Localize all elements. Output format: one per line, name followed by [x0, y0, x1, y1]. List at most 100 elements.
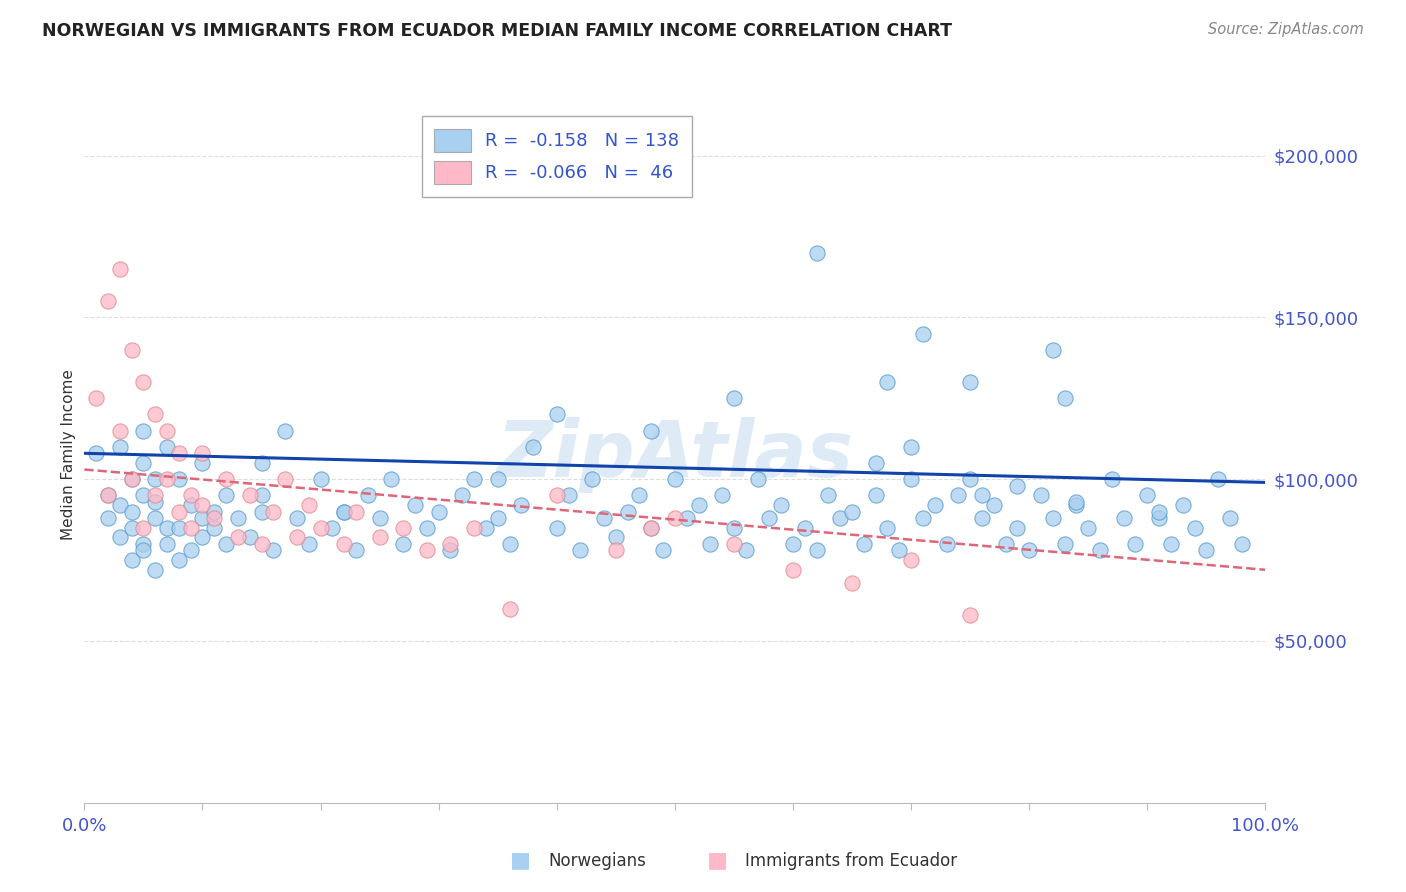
Point	[463, 521, 485, 535]
Point	[546, 488, 568, 502]
Point	[723, 521, 745, 535]
Point	[451, 488, 474, 502]
Point	[1066, 495, 1088, 509]
Point	[876, 521, 898, 535]
Point	[84, 446, 107, 460]
Point	[167, 521, 190, 535]
Point	[770, 498, 793, 512]
Point	[167, 553, 190, 567]
Point	[439, 543, 461, 558]
Point	[191, 498, 214, 512]
Point	[357, 488, 380, 502]
Point	[699, 537, 721, 551]
Point	[392, 537, 415, 551]
Point	[239, 531, 262, 545]
Point	[309, 521, 332, 535]
Point	[546, 521, 568, 535]
Point	[841, 504, 863, 518]
Point	[911, 326, 934, 341]
Point	[1042, 511, 1064, 525]
Point	[309, 472, 332, 486]
Point	[84, 392, 107, 406]
Point	[498, 601, 520, 615]
Point	[368, 511, 391, 525]
Point	[132, 456, 155, 470]
Point	[108, 424, 131, 438]
Point	[262, 543, 284, 558]
Text: Immigrants from Ecuador: Immigrants from Ecuador	[745, 852, 957, 870]
Point	[143, 408, 166, 422]
Point	[1018, 543, 1040, 558]
Point	[368, 531, 391, 545]
Point	[132, 488, 155, 502]
Text: NORWEGIAN VS IMMIGRANTS FROM ECUADOR MEDIAN FAMILY INCOME CORRELATION CHART: NORWEGIAN VS IMMIGRANTS FROM ECUADOR MED…	[42, 22, 952, 40]
Point	[180, 488, 202, 502]
Point	[1160, 537, 1182, 551]
Point	[1042, 343, 1064, 357]
Point	[215, 488, 238, 502]
Point	[1112, 511, 1135, 525]
Point	[1101, 472, 1123, 486]
Point	[97, 488, 120, 502]
Point	[1184, 521, 1206, 535]
Y-axis label: Median Family Income: Median Family Income	[60, 369, 76, 541]
Point	[628, 488, 651, 502]
Point	[1053, 392, 1076, 406]
Point	[250, 488, 273, 502]
Point	[1195, 543, 1218, 558]
Point	[1066, 498, 1088, 512]
Point	[616, 504, 638, 518]
Point	[1206, 472, 1229, 486]
Point	[156, 424, 179, 438]
Point	[298, 537, 321, 551]
Point	[569, 543, 592, 558]
Point	[143, 511, 166, 525]
Text: Norwegians: Norwegians	[548, 852, 647, 870]
Point	[865, 488, 887, 502]
Point	[121, 504, 143, 518]
Point	[806, 543, 828, 558]
Point	[250, 504, 273, 518]
Point	[865, 456, 887, 470]
Point	[121, 472, 143, 486]
Point	[344, 504, 367, 518]
Point	[285, 511, 308, 525]
Point	[593, 511, 616, 525]
Point	[605, 531, 627, 545]
Point	[970, 488, 993, 502]
Point	[191, 456, 214, 470]
Point	[723, 537, 745, 551]
Point	[948, 488, 970, 502]
Point	[1147, 504, 1170, 518]
Point	[1007, 478, 1029, 492]
Point	[557, 488, 579, 502]
Text: ■: ■	[510, 850, 530, 870]
Point	[121, 521, 143, 535]
Point	[121, 343, 143, 357]
Point	[156, 472, 179, 486]
Point	[298, 498, 321, 512]
Point	[167, 472, 190, 486]
Point	[416, 521, 439, 535]
Point	[747, 472, 769, 486]
Point	[522, 440, 544, 454]
Point	[782, 563, 804, 577]
Point	[688, 498, 710, 512]
Point	[1007, 521, 1029, 535]
Point	[640, 521, 662, 535]
Point	[758, 511, 780, 525]
Point	[935, 537, 957, 551]
Point	[664, 511, 686, 525]
Point	[344, 543, 367, 558]
Point	[143, 495, 166, 509]
Point	[132, 424, 155, 438]
Point	[156, 537, 179, 551]
Point	[380, 472, 402, 486]
Point	[215, 537, 238, 551]
Point	[321, 521, 343, 535]
Legend: R =  -0.158   N = 138, R =  -0.066   N =  46: R = -0.158 N = 138, R = -0.066 N = 46	[422, 116, 692, 197]
Point	[924, 498, 946, 512]
Text: ZipAtlas: ZipAtlas	[496, 417, 853, 493]
Point	[285, 531, 308, 545]
Point	[167, 504, 190, 518]
